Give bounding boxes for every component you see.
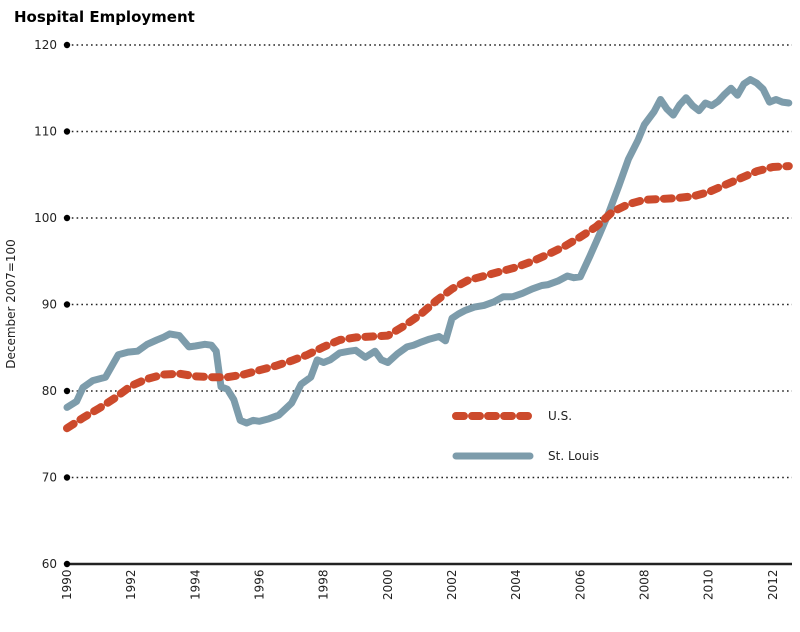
legend-label: St. Louis <box>548 449 599 463</box>
y-tick-dot <box>63 214 71 222</box>
x-tick-label: 1992 <box>124 569 138 600</box>
x-tick-labels: 1990 1992 1994 1996 1998 2000 2002 2004 2006 2008… <box>60 569 780 600</box>
y-tick-label: 120 <box>34 38 57 52</box>
series-layer <box>63 76 793 433</box>
x-tick-label: 1994 <box>188 569 202 600</box>
x-tick-label: 2002 <box>445 569 459 600</box>
x-tick-label: 1990 <box>60 569 74 600</box>
chart-title: Hospital Employment <box>14 8 195 26</box>
y-tick-dot <box>63 560 71 568</box>
x-tick-label: 2006 <box>573 569 587 600</box>
y-tick-dot <box>63 41 71 49</box>
y-tick-dot <box>63 474 71 481</box>
y-tick-label: 80 <box>42 384 57 398</box>
x-tick-label: 2012 <box>766 569 780 600</box>
y-tick-dot <box>63 387 71 395</box>
y-tick-label: 100 <box>34 211 57 225</box>
y-tick-label: 110 <box>34 125 57 139</box>
x-tick-label: 2010 <box>702 569 716 600</box>
grid-lines <box>63 41 792 568</box>
y-tick-dot <box>63 128 71 135</box>
legend: U.S. St. Louis <box>452 409 599 463</box>
y-tick-labels: 60 70 80 90 100 110 120 <box>34 38 57 571</box>
x-tick-label: 1998 <box>317 569 331 600</box>
series-line-st-louis <box>63 76 793 427</box>
x-tick-label: 1996 <box>252 569 266 600</box>
y-tick-label: 90 <box>42 298 57 312</box>
y-tick-label: 70 <box>42 471 57 485</box>
y-tick-label: 60 <box>42 557 57 571</box>
legend-label: U.S. <box>548 409 572 423</box>
y-tick-dot <box>63 301 71 308</box>
x-tick-label: 2000 <box>381 569 395 600</box>
x-tick-label: 2004 <box>509 569 523 600</box>
y-axis-label: December 2007=100 <box>4 239 18 369</box>
series-line-u-s <box>63 162 793 433</box>
x-tick-label: 2008 <box>637 569 651 600</box>
